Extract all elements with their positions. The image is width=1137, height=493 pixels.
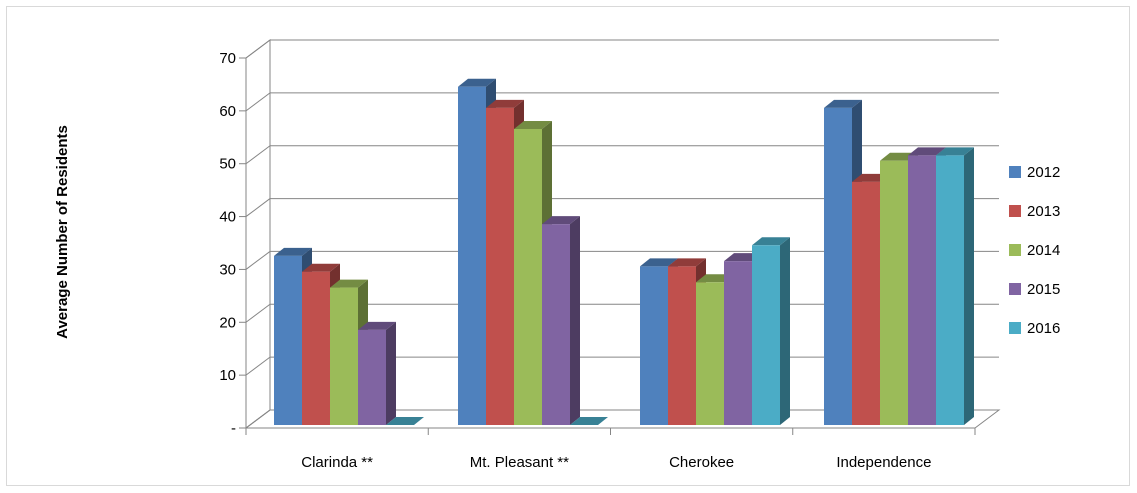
gridline-diagonal: [245, 251, 271, 270]
bar-front: [852, 181, 880, 425]
y-tick-label: 20: [219, 314, 236, 331]
bar-top: [908, 147, 946, 156]
gridline-diagonal: [245, 303, 271, 323]
x-axis-labels: Clarinda ** Mt. Pleasant ** Cherokee Indepe…: [301, 454, 931, 471]
bar-front: [358, 329, 386, 425]
x-tick-label: Mt. Pleasant **: [470, 454, 569, 471]
bar-front: [486, 107, 514, 425]
bar-front: [880, 160, 908, 425]
legend-label: 2014: [1027, 242, 1060, 259]
bar-front: [302, 271, 330, 425]
legend-item: 2015: [1009, 281, 1060, 298]
bar-top: [274, 247, 312, 256]
legend-item: 2012: [1009, 164, 1060, 181]
bar-top: [570, 417, 608, 425]
bar-front: [274, 255, 302, 425]
legend-label: 2016: [1027, 320, 1060, 337]
bar-front: [696, 282, 724, 425]
bar-top: [514, 121, 552, 129]
x-tick-label: Clarinda **: [301, 454, 373, 471]
side-wall: [245, 39, 271, 429]
bar-top: [640, 258, 678, 267]
bar: [936, 147, 974, 425]
legend-swatch: [1009, 283, 1021, 295]
bar-top: [458, 78, 496, 87]
bar-top: [752, 237, 790, 246]
y-tick-label: 50: [219, 156, 236, 173]
bar-top: [936, 147, 974, 156]
legend-label: 2013: [1027, 203, 1060, 220]
bars: [274, 78, 974, 425]
legend-item: 2016: [1009, 320, 1060, 337]
bar-front: [668, 266, 696, 425]
bar-top: [358, 321, 396, 330]
bar-top: [486, 99, 524, 108]
y-tick-label: 30: [219, 261, 236, 278]
bar-top: [330, 279, 368, 288]
legend-label: 2015: [1027, 281, 1060, 298]
bar-front: [458, 86, 486, 425]
y-tick-label: 60: [219, 103, 236, 120]
gridline-diagonal: [245, 39, 271, 59]
bar-side: [964, 147, 974, 425]
bar-top: [302, 263, 340, 272]
legend-swatch: [1009, 205, 1021, 217]
bar: [570, 417, 608, 425]
y-axis-ticks: - 10 20 30 40 50 60 70: [219, 50, 236, 437]
bar-top: [668, 258, 706, 267]
bar-side: [386, 321, 396, 425]
bar-front: [330, 287, 358, 425]
bar-front: [724, 261, 752, 425]
bar-front: [514, 129, 542, 425]
bar-front: [936, 155, 964, 425]
bar-front: [824, 107, 852, 425]
bar-top: [824, 99, 862, 108]
bar-front: [542, 224, 570, 425]
bar-front: [908, 155, 936, 425]
y-axis-label: Average Number of Residents: [54, 125, 71, 339]
bar-front: [640, 266, 668, 425]
x-tick-label: Cherokee: [669, 454, 734, 471]
bar: [514, 121, 552, 425]
x-tick-label: Independence: [836, 454, 931, 471]
y-tick-label: -: [231, 420, 236, 437]
bar-side: [780, 237, 790, 425]
legend-item: 2014: [1009, 242, 1060, 259]
y-tick-label: 10: [219, 367, 236, 384]
legend-item: 2013: [1009, 203, 1060, 220]
gridline-diagonal: [245, 145, 271, 165]
gridline-diagonal: [245, 409, 271, 429]
bar-top: [542, 216, 580, 225]
bar: [542, 216, 580, 425]
bar: [386, 417, 424, 425]
gridline-diagonal: [245, 356, 271, 376]
bar-front: [752, 245, 780, 425]
y-tick-label: 70: [219, 50, 236, 67]
legend-swatch: [1009, 166, 1021, 178]
gridline-diagonal: [245, 92, 271, 112]
legend: 2012 2013 2014 2015 2016: [1009, 164, 1060, 337]
legend-swatch: [1009, 244, 1021, 256]
bar: [358, 321, 396, 425]
bar-side: [570, 216, 580, 425]
bar: [752, 237, 790, 425]
legend-swatch: [1009, 322, 1021, 334]
y-tick-label: 40: [219, 209, 236, 226]
gridline-diagonal: [245, 198, 271, 217]
bar-top: [386, 417, 424, 425]
legend-label: 2012: [1027, 164, 1060, 181]
